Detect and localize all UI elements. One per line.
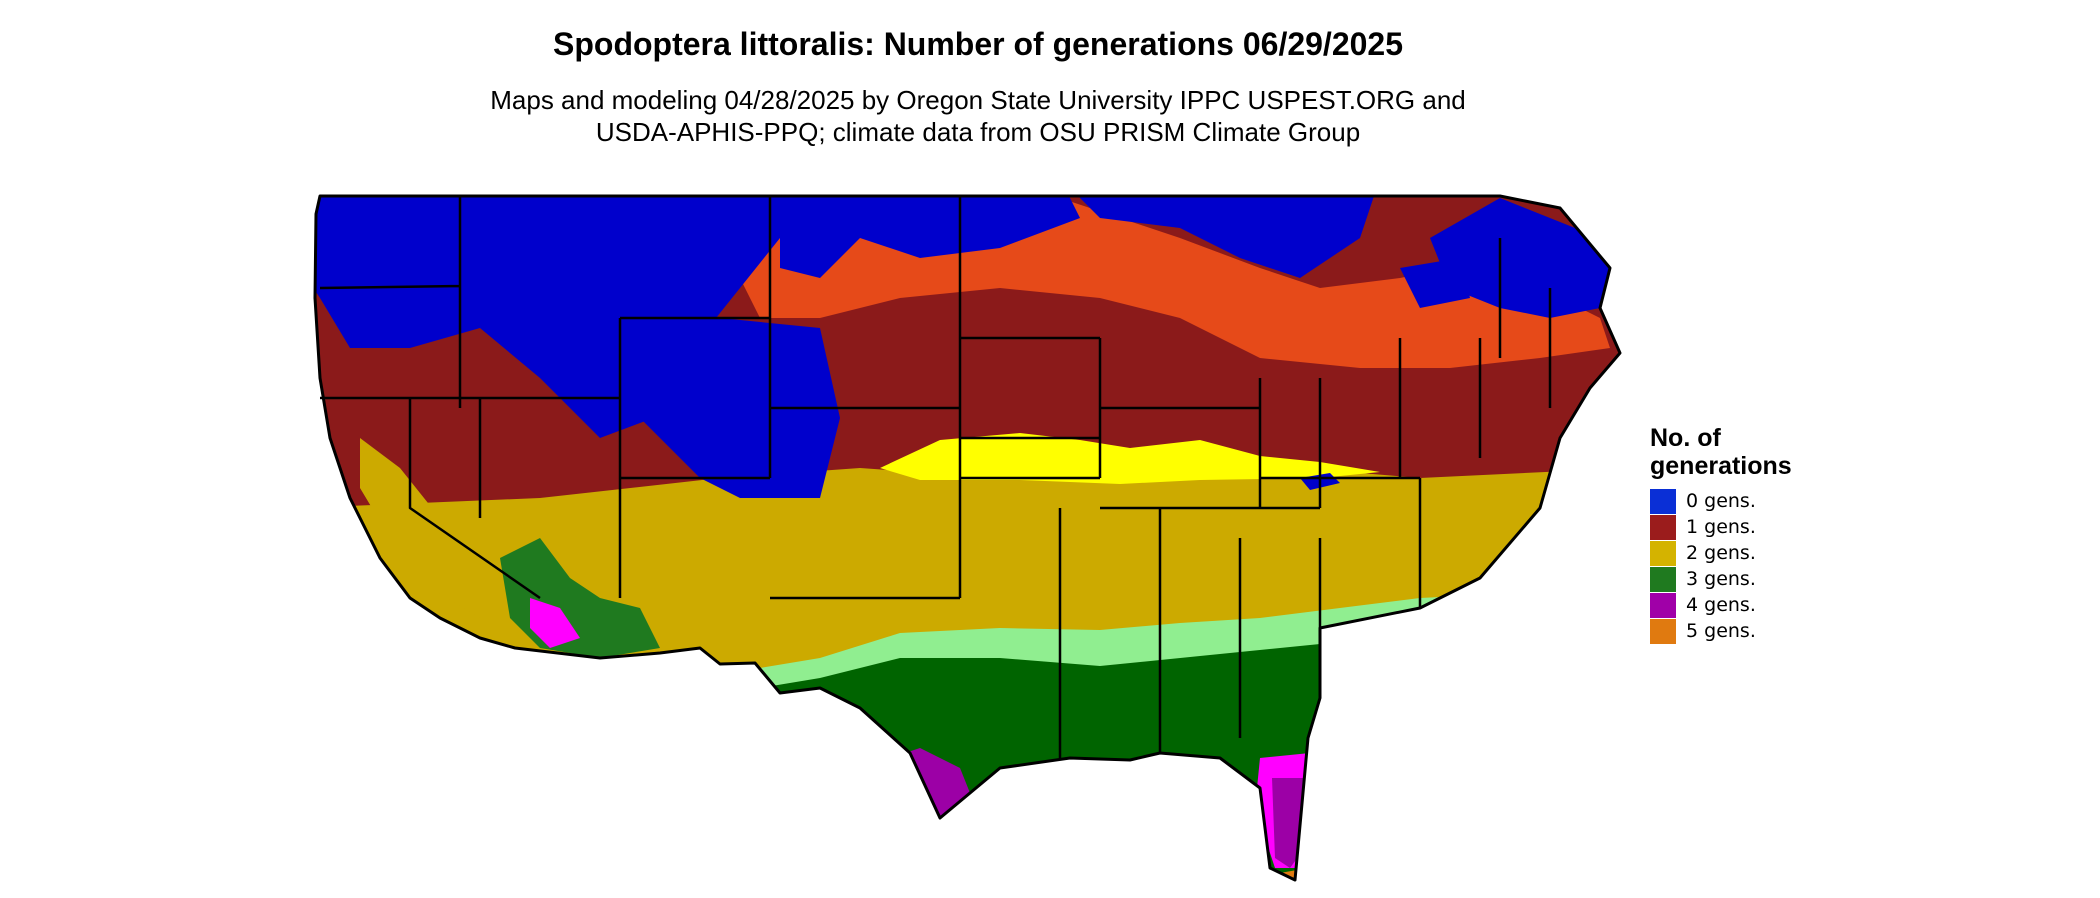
legend-label: 0 gens. [1686, 490, 1756, 512]
zone-zero-generations-northeast [1430, 198, 1620, 318]
legend: No. of generations 0 gens. 1 gens. 2 gen… [1650, 424, 1792, 644]
legend-swatch [1650, 592, 1676, 618]
legend-item: 4 gens. [1650, 592, 1792, 618]
us-outline [313, 194, 1622, 882]
zone-zero-generations-northplains [780, 196, 1080, 278]
legend-label: 5 gens. [1686, 620, 1756, 642]
zone-three-generations [315, 628, 1620, 880]
zone-zero-generations-greatlakes [1060, 196, 1380, 278]
zone-four-generations-arizona [530, 598, 580, 648]
legend-item: 1 gens. [1650, 514, 1792, 540]
subtitle-line-1: Maps and modeling 04/28/2025 by Oregon S… [490, 85, 1466, 115]
legend-item: 5 gens. [1650, 618, 1792, 644]
legend-label: 2 gens. [1686, 542, 1756, 564]
state-borders [319, 196, 1552, 758]
zone-two-generations-california [360, 438, 510, 618]
map-subtitle: Maps and modeling 04/28/2025 by Oregon S… [0, 84, 1956, 148]
legend-title-line-1: No. of [1650, 424, 1721, 452]
zone-zero-generations-adirondack [1400, 258, 1470, 308]
legend-label: 3 gens. [1686, 568, 1756, 590]
legend-swatch [1650, 514, 1676, 540]
legend-title-line-2: generations [1650, 452, 1792, 480]
legend-item: 3 gens. [1650, 566, 1792, 592]
legend-item: 0 gens. [1650, 488, 1792, 514]
us-generations-map [313, 194, 1622, 882]
legend-label: 1 gens. [1686, 516, 1756, 538]
legend-swatch [1650, 618, 1676, 644]
zone-four-generations-florida-dark [1272, 778, 1312, 868]
zone-two-generations-bright [880, 433, 1380, 484]
subtitle-line-2: USDA-APHIS-PPQ; climate data from OSU PR… [595, 117, 1361, 147]
legend-swatch [1650, 488, 1676, 514]
legend-swatch [1650, 566, 1676, 592]
map-title: Spodoptera littoralis: Number of generat… [553, 26, 1403, 62]
legend-label: 4 gens. [1686, 594, 1756, 616]
legend-title: No. of generations [1650, 424, 1792, 480]
legend-swatch [1650, 540, 1676, 566]
zone-zero-generations-rockies [600, 318, 840, 498]
legend-item: 2 gens. [1650, 540, 1792, 566]
